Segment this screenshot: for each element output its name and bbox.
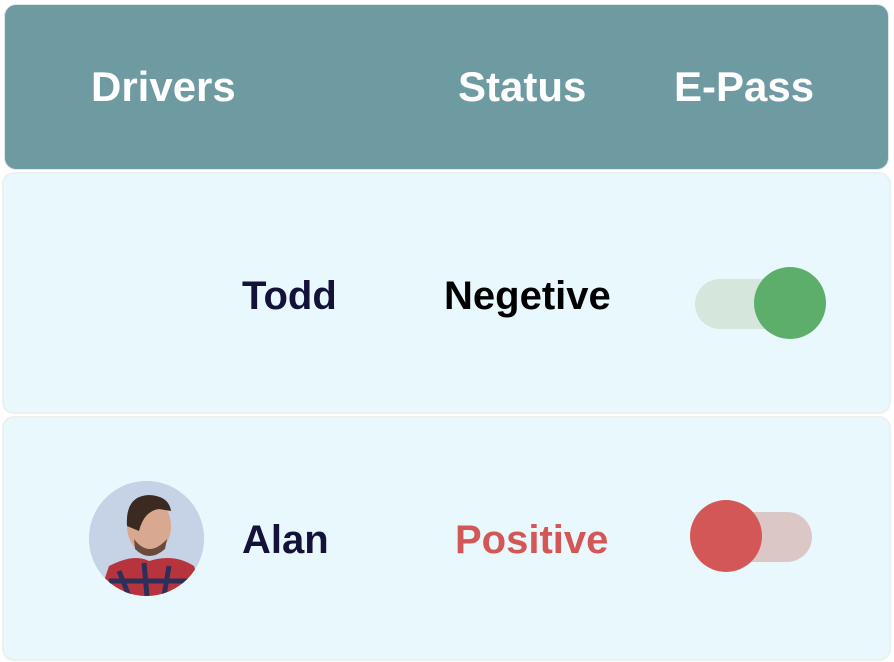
- column-header-status: Status: [458, 63, 587, 110]
- column-header-epass: E-Pass: [674, 63, 815, 110]
- avatar: [89, 481, 204, 596]
- toggle-knob[interactable]: [690, 500, 762, 572]
- driver-name: Alan: [242, 518, 329, 562]
- driver-status: Negetive: [444, 274, 611, 318]
- toggle-knob[interactable]: [754, 267, 826, 339]
- table-row: Todd Negetive: [2, 172, 891, 414]
- driver-name: Todd: [242, 274, 337, 318]
- table-header: Drivers Status E-Pass: [4, 4, 889, 170]
- column-header-drivers: Drivers: [91, 63, 236, 110]
- driver-status: Positive: [455, 518, 609, 562]
- driver-photo-icon: [89, 481, 204, 596]
